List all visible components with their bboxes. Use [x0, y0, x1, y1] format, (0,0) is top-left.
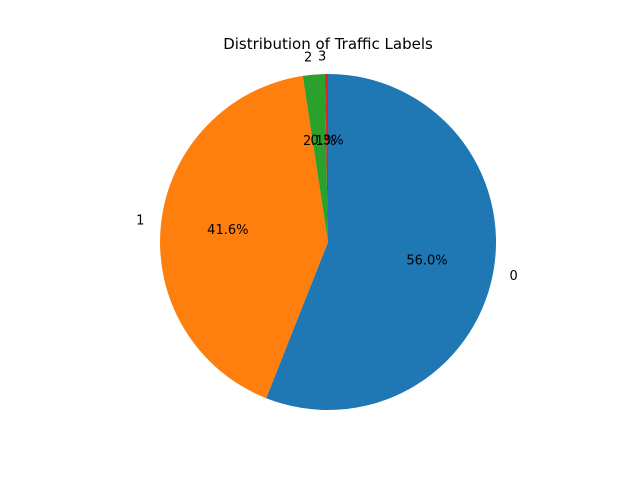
pie-slice-0	[266, 73, 497, 410]
slice-label-0: 0	[510, 269, 518, 284]
slice-percent-2: 2.1%	[303, 134, 336, 149]
pie-labels: 0 56.0% 1 41.6% 2 2.1% 3 0.3%	[136, 50, 518, 284]
pie-slice-1	[160, 75, 328, 399]
pie-slice-2	[302, 74, 328, 242]
slice-label-2: 2	[304, 50, 312, 65]
pie-slices	[160, 73, 497, 410]
pie-slice-3	[324, 74, 328, 242]
slice-label-3: 3	[318, 50, 326, 65]
slice-label-1: 1	[136, 214, 144, 229]
slice-percent-3: 0.3%	[311, 134, 344, 149]
chart-title: Distribution of Traffic Labels	[223, 35, 433, 53]
slice-percent-1: 41.6%	[207, 223, 248, 238]
slice-percent-0: 56.0%	[406, 253, 447, 268]
